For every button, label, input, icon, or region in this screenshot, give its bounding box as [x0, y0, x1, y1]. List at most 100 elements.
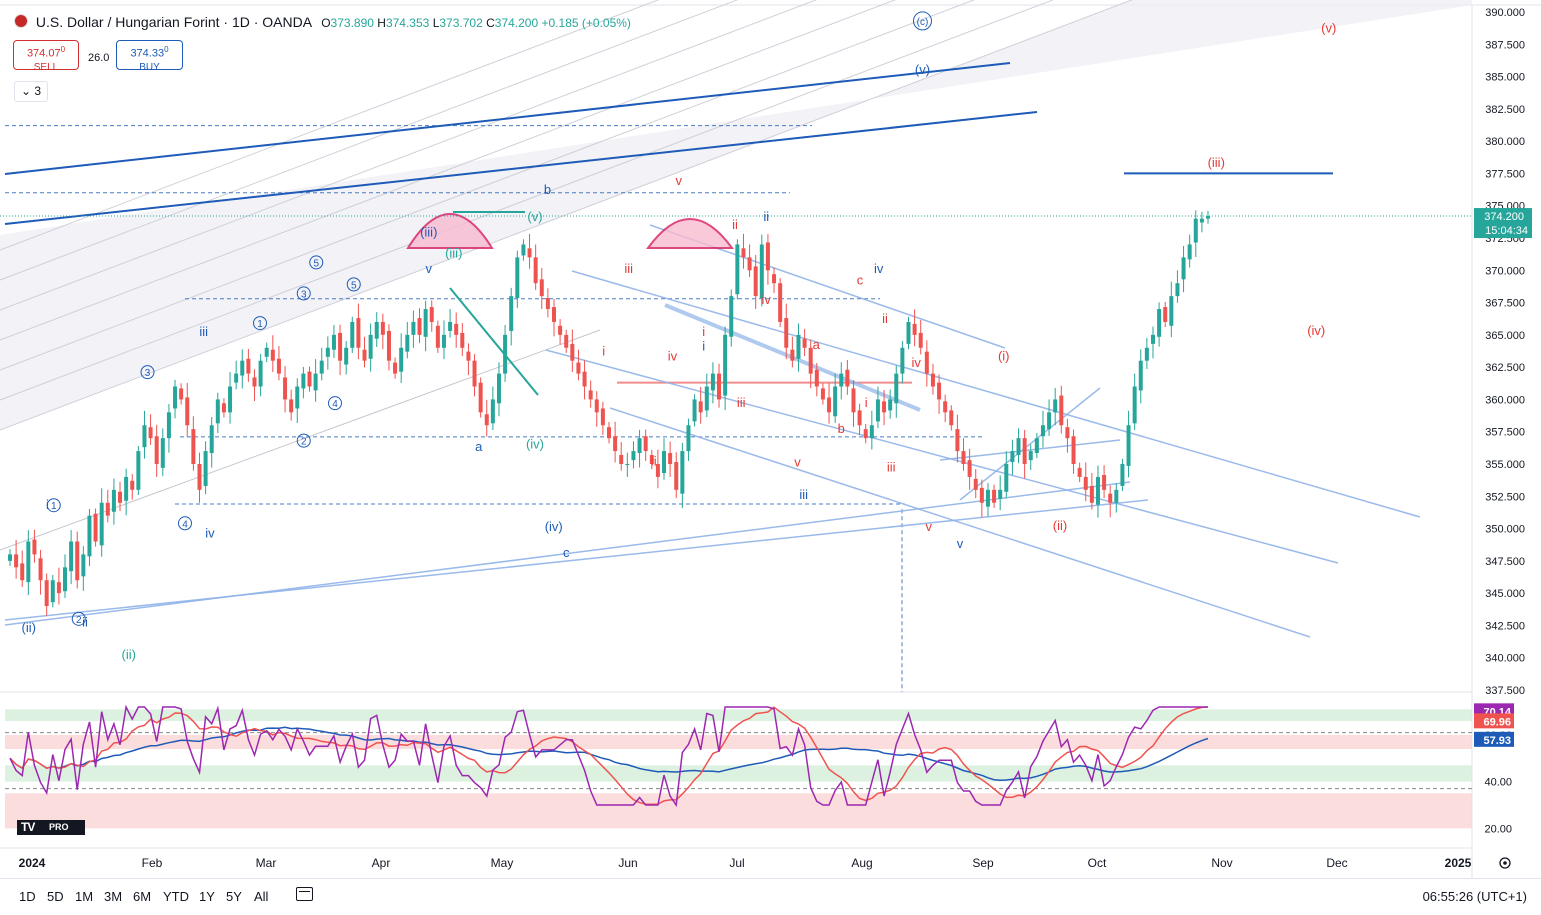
wave-circle — [178, 516, 192, 531]
timeframe-6m[interactable]: 6M — [133, 889, 152, 904]
candle-body — [472, 360, 477, 387]
time-axis: 2024 Feb Mar Apr May Jun Jul Aug Sep Oct Nov Dec 202… — [19, 856, 1511, 870]
candle-body — [1114, 489, 1119, 503]
candle-body — [912, 323, 917, 335]
time-tick: May — [491, 856, 514, 870]
timeframe-5y[interactable]: 5Y — [226, 889, 242, 904]
timeframe-1m[interactable]: 1M — [75, 889, 94, 904]
candle-body — [937, 382, 942, 400]
wave-label: i — [865, 395, 868, 410]
candle-body — [405, 334, 410, 352]
rsi-slow-ma — [9, 726, 1209, 782]
candle-body — [741, 248, 746, 258]
trend-line — [4, 62, 1011, 175]
time-tick: 2024 — [19, 856, 46, 870]
time-tick: Feb — [142, 856, 163, 870]
wave-label: i — [602, 344, 605, 359]
wave-circle — [296, 433, 311, 448]
rsi-badge — [1474, 731, 1514, 747]
channel-line — [0, 0, 1133, 431]
time-tick: 2025 — [1445, 856, 1472, 870]
candle-body — [662, 451, 667, 474]
wave-label: 5 — [351, 280, 357, 291]
candle-body — [698, 401, 703, 413]
candle-body — [148, 427, 153, 439]
candle-body — [833, 386, 838, 417]
wave-label: (iv) — [1307, 323, 1325, 338]
candle-body — [209, 425, 214, 454]
candle-body — [918, 332, 923, 348]
candle-body — [845, 369, 850, 387]
ohlc-readout: O373.890 H374.353 L373.702 C374.200 +0.1… — [321, 16, 631, 30]
rsi-badge — [1474, 713, 1514, 729]
candle-body — [75, 541, 80, 581]
pitchfork-band — [0, 0, 1472, 430]
candle-body — [179, 388, 184, 400]
rsi-line — [9, 704, 1208, 808]
candle-body — [283, 377, 288, 400]
timeframe-1d[interactable]: 1D — [19, 889, 36, 904]
time-tick: Jun — [618, 856, 637, 870]
wave-label: 3 — [301, 289, 307, 300]
sell-button[interactable]: 374.070 SELL — [13, 40, 79, 73]
candle-body — [203, 451, 208, 486]
candle-body — [1083, 476, 1088, 490]
candle-body — [215, 399, 220, 424]
wave-label: (i) — [998, 349, 1010, 364]
buy-button[interactable]: 374.330 BUY — [116, 40, 183, 73]
wave-label: iii — [799, 487, 808, 502]
candle-body — [509, 296, 514, 331]
candle-body — [154, 436, 159, 464]
candle-body — [649, 454, 654, 464]
clock[interactable]: 06:55:26 (UTC+1) — [1422, 889, 1527, 904]
timeframe-ytd[interactable]: YTD — [163, 889, 189, 904]
wave-label: (iv) — [545, 519, 563, 534]
time-tick: Sep — [972, 856, 994, 870]
candle-body — [142, 425, 147, 448]
wave-label: (v) — [527, 209, 542, 224]
wave-label: (iii) — [420, 225, 437, 240]
time-tick: Aug — [851, 856, 872, 870]
candle-body — [1108, 493, 1113, 503]
candle-body — [8, 554, 12, 561]
candle-body — [258, 360, 263, 387]
candle-body — [1047, 412, 1052, 430]
candle-body — [900, 347, 905, 374]
timeframe-3m[interactable]: 3M — [104, 889, 123, 904]
top-arc — [406, 213, 494, 249]
candle-body — [607, 427, 611, 439]
wave-label: ii — [651, 453, 657, 468]
symbol-title[interactable]: U.S. Dollar / Hungarian Forint · 1D · OA… — [35, 14, 312, 30]
candle-body — [955, 429, 960, 452]
wave-label: 4 — [332, 399, 338, 410]
wave-label: 1 — [257, 319, 263, 330]
candle-body — [1004, 464, 1009, 492]
candle-body — [490, 399, 495, 424]
trend-line-light — [545, 349, 1339, 564]
calendar-icon[interactable] — [296, 887, 313, 901]
wave-label: (iii) — [1208, 155, 1225, 170]
wave-label: v — [676, 173, 683, 188]
candle-body — [1120, 464, 1125, 486]
price-tick: 337.500 — [1485, 685, 1525, 697]
indicators-collapse-button[interactable]: ⌄ 3 — [14, 81, 48, 102]
candle-body — [631, 451, 636, 461]
tradingview-logo: PRO — [17, 820, 85, 835]
candle-body — [1163, 307, 1168, 322]
candle-body — [930, 373, 935, 387]
time-tick: Nov — [1211, 856, 1232, 870]
candle-body — [839, 373, 844, 387]
timeframe-1y[interactable]: 1Y — [199, 889, 215, 904]
wave-label: (v) — [915, 62, 930, 77]
time-tick: Jul — [729, 856, 744, 870]
candle-body — [772, 274, 777, 284]
price-tick: 390.000 — [1485, 7, 1525, 19]
timeframe-5d[interactable]: 5D — [47, 889, 64, 904]
candle-body — [625, 464, 630, 465]
time-tick: Mar — [256, 856, 277, 870]
wave-label: iv — [668, 349, 678, 364]
wave-label: (iv) — [526, 437, 544, 452]
chevron-down-icon: ⌄ — [20, 84, 32, 98]
timeframe-all[interactable]: All — [254, 889, 269, 904]
